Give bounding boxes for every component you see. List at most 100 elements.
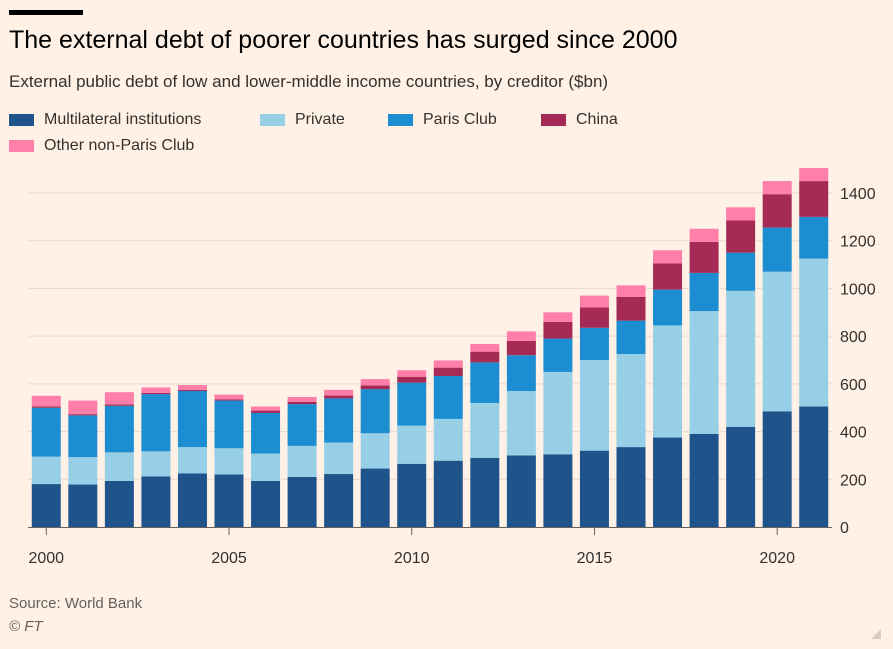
x-tick-label: 2005	[211, 550, 247, 567]
bar-segment	[177, 473, 207, 527]
bar-segment	[579, 295, 609, 308]
bar-segment	[68, 457, 98, 485]
bar-segment	[214, 448, 244, 475]
bar-segment	[653, 289, 683, 326]
bar-segment	[616, 285, 646, 297]
bar-segment	[470, 362, 500, 403]
bar-segment	[104, 404, 134, 406]
bar-segment	[616, 320, 646, 355]
bar-segment	[251, 412, 281, 454]
bar-segment	[543, 312, 573, 322]
bar-segment	[287, 445, 317, 477]
bar-segment	[31, 484, 61, 527]
bar-segment	[689, 272, 719, 312]
legend-item-china: China	[541, 111, 618, 129]
bar-segment	[397, 463, 427, 527]
bar-segment	[689, 433, 719, 527]
bar-segment	[762, 181, 792, 195]
bar-segment	[324, 395, 354, 399]
bar-segment	[689, 311, 719, 434]
bar-segment	[653, 325, 683, 438]
bar-segment	[324, 389, 354, 396]
bar-segment	[214, 474, 244, 527]
bar-segment	[579, 307, 609, 328]
bar-segment	[506, 355, 536, 392]
bar-segment	[762, 194, 792, 228]
bar-segment	[141, 392, 171, 395]
x-tick-label: 2000	[28, 550, 64, 567]
bar-segment	[360, 389, 390, 434]
bar-segment	[104, 480, 134, 527]
bar-segment	[214, 400, 244, 449]
bar-segment	[726, 207, 756, 221]
bar-segment	[799, 181, 829, 217]
bar-segment	[31, 407, 61, 457]
y-tick-label: 400	[840, 425, 867, 442]
bar-segment	[397, 376, 427, 383]
bar-segment	[214, 394, 244, 400]
bar-segment	[762, 227, 792, 272]
bar-segment	[653, 437, 683, 527]
legend-label: Paris Club	[423, 111, 497, 128]
bar-segment	[251, 453, 281, 481]
bar-segment	[360, 385, 390, 390]
bar-segment	[177, 391, 207, 448]
ft-credit: © FT	[9, 618, 43, 635]
bar-segment	[287, 404, 317, 446]
bar-segment	[251, 406, 281, 411]
y-tick-label: 1400	[840, 186, 876, 203]
legend-item-private: Private	[260, 111, 345, 129]
legend-swatch	[9, 114, 34, 126]
bar-segment	[762, 411, 792, 527]
bar-segment	[433, 375, 463, 419]
bar-segment	[360, 468, 390, 527]
bar-segment	[287, 396, 317, 402]
bar-segment	[799, 216, 829, 259]
chart-title: The external debt of poorer countries ha…	[9, 26, 678, 54]
bar-segment	[726, 290, 756, 427]
bar-segment	[433, 367, 463, 376]
x-tick-label: 2020	[759, 550, 795, 567]
y-tick-label: 0	[840, 520, 849, 537]
bar-segment	[470, 351, 500, 363]
bar-segment	[141, 476, 171, 527]
bar-segment	[506, 455, 536, 527]
bar-segment	[579, 450, 609, 527]
bar-segment	[141, 387, 171, 393]
bar-segment	[799, 258, 829, 407]
bar-segment	[470, 457, 500, 527]
ft-top-bar	[9, 10, 83, 15]
bar-segment	[799, 406, 829, 527]
legend-swatch	[260, 114, 285, 126]
bar-segment	[543, 321, 573, 339]
bar-segment	[506, 331, 536, 341]
y-tick-label: 200	[840, 472, 867, 489]
bar-segment	[616, 296, 646, 321]
legend-label: Private	[295, 111, 345, 128]
legend-label: Multilateral institutions	[44, 111, 202, 128]
bar-segment	[177, 385, 207, 390]
bar-segment	[177, 389, 207, 392]
bar-segment	[397, 382, 427, 426]
legend-swatch	[541, 114, 566, 126]
x-tick-label: 2015	[577, 550, 613, 567]
legend-label: Other non-Paris Club	[44, 137, 195, 154]
y-tick-label: 1200	[840, 234, 876, 251]
bar-segment	[726, 252, 756, 291]
legend-swatch	[388, 114, 413, 126]
bar-segment	[31, 456, 61, 485]
legend-label: China	[576, 111, 618, 128]
legend-item-paris-club: Paris Club	[388, 111, 497, 129]
bar-segment	[68, 484, 98, 527]
bar-segment	[397, 425, 427, 464]
resize-handle-icon	[871, 629, 881, 639]
bar-segment	[579, 360, 609, 451]
bar-segment	[397, 370, 427, 377]
bar-segment	[287, 476, 317, 527]
bar-segment	[324, 442, 354, 475]
bar-segment	[726, 220, 756, 253]
bar-segment	[653, 263, 683, 290]
source-note: Source: World Bank	[9, 595, 143, 612]
bar-segment	[141, 394, 171, 452]
bar-segment	[506, 340, 536, 356]
